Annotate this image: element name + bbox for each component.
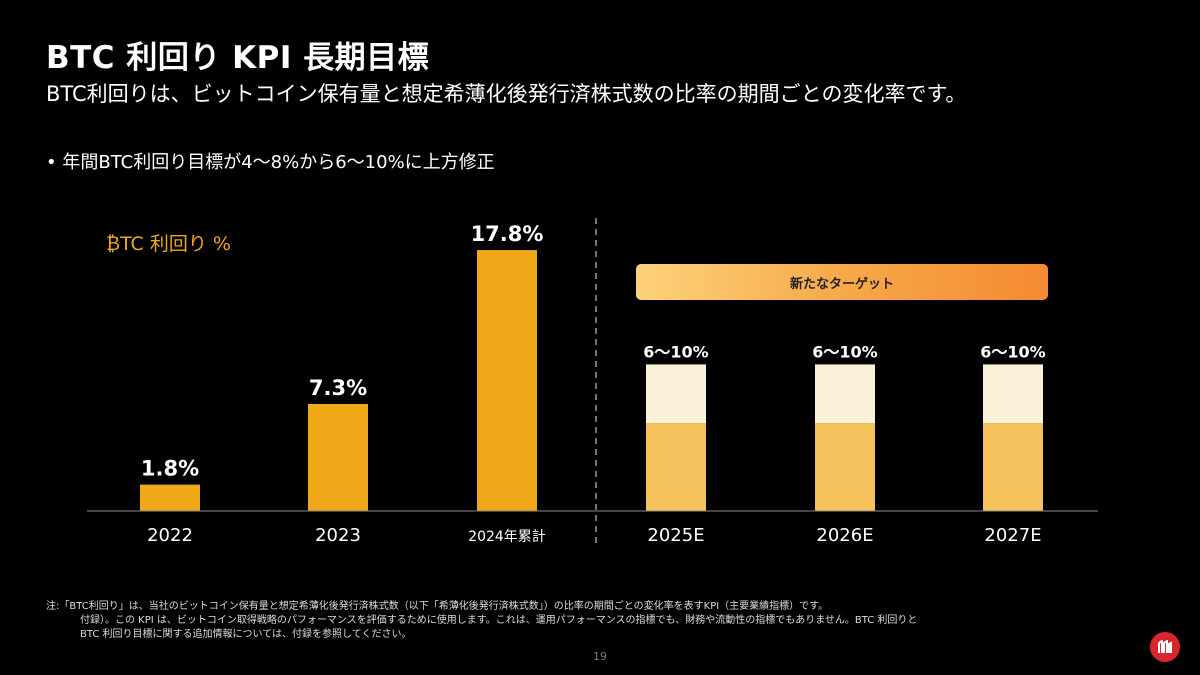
bar-2023 [308, 403, 368, 511]
bar-value-label: 1.8% [141, 457, 199, 481]
footnote-line-1: 注:「BTC利回り」は、当社のビットコイン保有量と想定希薄化後発行済株式数（以下… [46, 601, 829, 612]
target-range-bar-2026E [815, 364, 875, 424]
target-base-bar-2027E [983, 423, 1043, 511]
page-number: 19 [593, 650, 607, 663]
logo-icon [1158, 640, 1172, 653]
x-tick-label: 2023 [315, 525, 361, 546]
x-tick-label: 2022 [147, 525, 193, 546]
page-title: BTC 利回り KPI 長期目標 [46, 40, 430, 76]
x-tick-label: 2027E [984, 525, 1041, 546]
target-value-label: 6〜10% [980, 342, 1045, 361]
bar-2022 [140, 484, 200, 511]
footnote: 注:「BTC利回り」は、当社のビットコイン保有量と想定希薄化後発行済株式数（以下… [46, 600, 917, 642]
target-value-label: 6〜10% [643, 342, 708, 361]
target-value-label: 6〜10% [812, 342, 877, 361]
x-tick-label: 2025E [647, 525, 704, 546]
btc-yield-chart: 1.8% 7.3% 17.8% 6〜10% 6〜10% 6〜10% 2022 2023 2024… [87, 218, 1098, 546]
bar-2024年累計 [477, 250, 537, 511]
target-base-bar-2025E [646, 423, 706, 511]
company-logo [1150, 632, 1180, 662]
bar-value-label: 17.8% [471, 222, 544, 246]
footnote-line-3: BTC 利回り目標に関する追加情報については、付録を参照してください。 [80, 629, 412, 640]
bar-value-label: 7.3% [309, 376, 367, 400]
target-range-bar-2027E [983, 364, 1043, 424]
target-base-bar-2026E [815, 423, 875, 511]
x-tick-label: 2026E [816, 525, 873, 546]
target-range-bar-2025E [646, 364, 706, 424]
footnote-line-2: 付録）。この KPI は、ビットコイン取得戦略のパフォーマンスを評価するために使… [80, 615, 918, 626]
page-subtitle: BTC利回りは、ビットコイン保有量と想定希薄化後発行済株式数の比率の期間ごとの変… [46, 82, 967, 106]
y-axis-label: ₿TC 利回り % [106, 233, 231, 255]
x-tick-label: 2024年累計 [468, 529, 546, 545]
bullet-point: • 年間BTC利回り目標が4〜8%から6〜10%に上方修正 [46, 152, 495, 173]
bullet-text: 年間BTC利回り目標が4〜8%から6〜10%に上方修正 [62, 152, 495, 173]
new-target-banner: 新たなターゲット [636, 264, 1048, 300]
